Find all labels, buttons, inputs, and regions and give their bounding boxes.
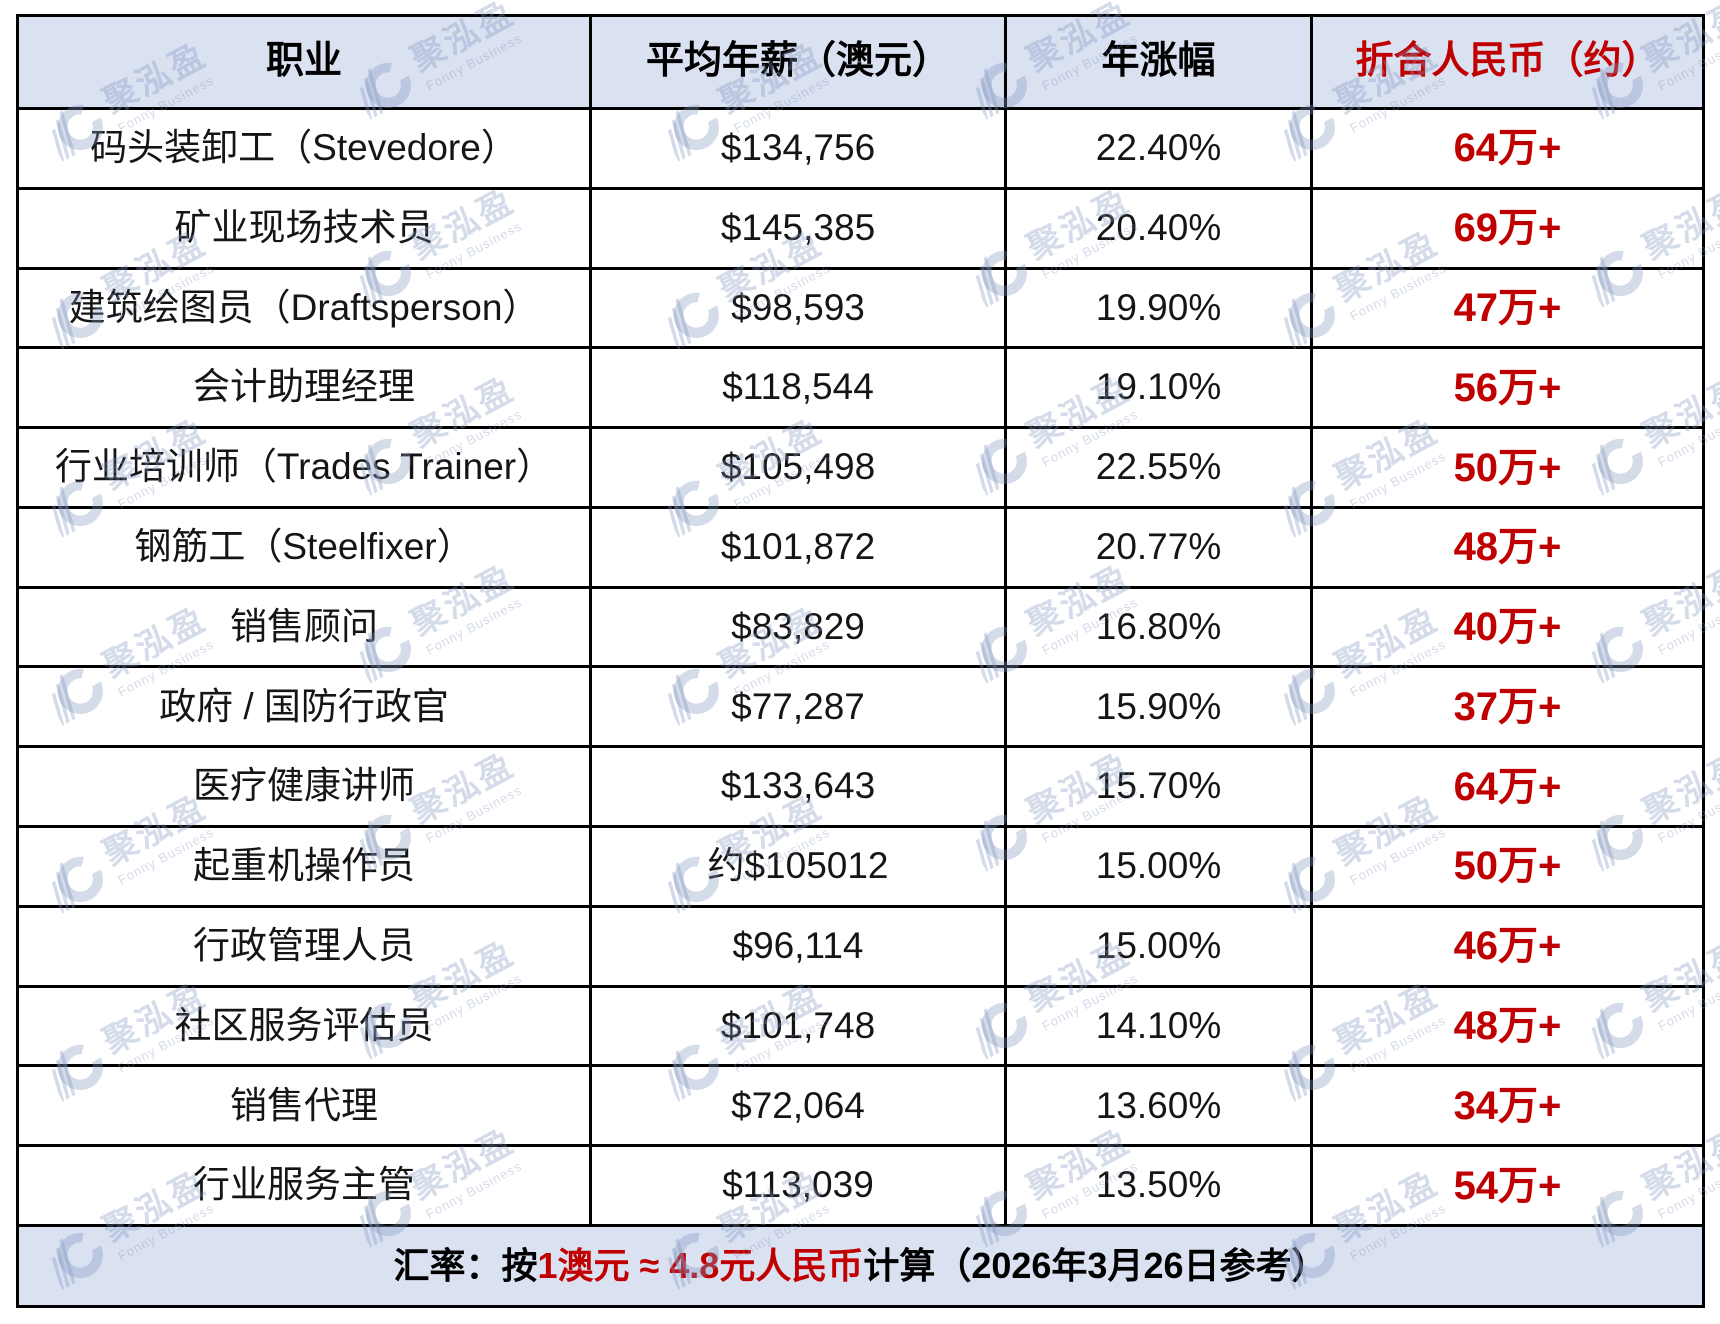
- cell-rmb: 50万+: [1313, 429, 1702, 506]
- cell-rmb: 64万+: [1313, 110, 1702, 187]
- header-job: 职业: [19, 17, 589, 107]
- header-rmb: 折合人民币（约）: [1313, 17, 1702, 107]
- exchange-rate-note: 汇率：按 1澳元 ≈ 4.8元人民币 计算（2026年3月26日参考）: [19, 1226, 1702, 1305]
- cell-salary: $72,064: [592, 1067, 1004, 1145]
- cell-rmb: 34万+: [1313, 1067, 1702, 1145]
- cell-growth: 13.60%: [1007, 1067, 1310, 1145]
- cell-job: 行业服务主管: [19, 1147, 589, 1224]
- cell-growth: 19.10%: [1007, 349, 1310, 427]
- cell-salary: $105,498: [592, 429, 1004, 506]
- cell-rmb: 48万+: [1313, 987, 1702, 1065]
- cell-job: 建筑绘图员（Draftsperson）: [19, 269, 589, 347]
- cell-salary: $101,872: [592, 508, 1004, 586]
- cell-rmb: 40万+: [1313, 588, 1702, 666]
- cell-growth: 16.80%: [1007, 588, 1310, 666]
- exchange-rate-highlight: 1澳元 ≈ 4.8元人民币: [537, 1245, 864, 1287]
- cell-rmb: 48万+: [1313, 508, 1702, 586]
- cell-job: 社区服务评估员: [19, 987, 589, 1065]
- exchange-rate-suffix: 计算（2026年3月26日参考）: [863, 1245, 1328, 1287]
- cell-growth: 20.40%: [1007, 189, 1310, 267]
- cell-growth: 15.00%: [1007, 907, 1310, 985]
- cell-growth: 15.00%: [1007, 828, 1310, 905]
- cell-job: 会计助理经理: [19, 349, 589, 427]
- cell-salary: $113,039: [592, 1147, 1004, 1224]
- cell-salary: $77,287: [592, 668, 1004, 746]
- cell-growth: 20.77%: [1007, 508, 1310, 586]
- cell-rmb: 56万+: [1313, 349, 1702, 427]
- cell-salary: $83,829: [592, 588, 1004, 666]
- cell-salary: 约$105012: [592, 828, 1004, 905]
- cell-rmb: 64万+: [1313, 748, 1702, 826]
- cell-rmb: 69万+: [1313, 189, 1702, 267]
- cell-job: 销售代理: [19, 1067, 589, 1145]
- cell-growth: 22.40%: [1007, 110, 1310, 187]
- cell-rmb: 46万+: [1313, 907, 1702, 985]
- cell-salary: $96,114: [592, 907, 1004, 985]
- cell-salary: $133,643: [592, 748, 1004, 826]
- cell-rmb: 50万+: [1313, 828, 1702, 905]
- cell-rmb: 47万+: [1313, 269, 1702, 347]
- cell-salary: $101,748: [592, 987, 1004, 1065]
- cell-job: 钢筋工（Steelfixer）: [19, 508, 589, 586]
- cell-job: 政府 / 国防行政官: [19, 668, 589, 746]
- header-growth: 年涨幅: [1007, 17, 1310, 107]
- cell-salary: $118,544: [592, 349, 1004, 427]
- header-salary: 平均年薪（澳元）: [592, 17, 1004, 107]
- exchange-rate-prefix: 汇率：按: [393, 1245, 538, 1287]
- cell-job: 医疗健康讲师: [19, 748, 589, 826]
- cell-growth: 14.10%: [1007, 987, 1310, 1065]
- cell-growth: 15.70%: [1007, 748, 1310, 826]
- cell-job: 起重机操作员: [19, 828, 589, 905]
- cell-job: 行业培训师（Trades Trainer）: [19, 429, 589, 506]
- cell-job: 销售顾问: [19, 588, 589, 666]
- cell-job: 矿业现场技术员: [19, 189, 589, 267]
- cell-salary: $98,593: [592, 269, 1004, 347]
- salary-table: 职业 平均年薪（澳元） 年涨幅 折合人民币（约） 码头装卸工（Stevedore…: [16, 14, 1705, 1308]
- cell-growth: 13.50%: [1007, 1147, 1310, 1224]
- cell-job: 码头装卸工（Stevedore）: [19, 110, 589, 187]
- cell-salary: $145,385: [592, 189, 1004, 267]
- cell-salary: $134,756: [592, 110, 1004, 187]
- cell-growth: 15.90%: [1007, 668, 1310, 746]
- cell-rmb: 37万+: [1313, 668, 1702, 746]
- cell-job: 行政管理人员: [19, 907, 589, 985]
- cell-growth: 19.90%: [1007, 269, 1310, 347]
- cell-growth: 22.55%: [1007, 429, 1310, 506]
- cell-rmb: 54万+: [1313, 1147, 1702, 1224]
